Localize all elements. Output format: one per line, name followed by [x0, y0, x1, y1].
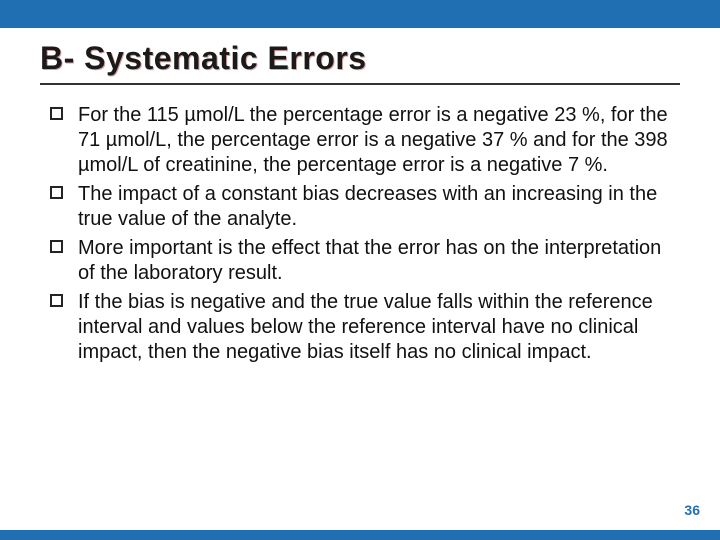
slide-content: B- Systematic Errors For the 115 µmol/L …	[0, 28, 720, 365]
square-bullet-icon	[50, 186, 63, 199]
square-bullet-icon	[50, 240, 63, 253]
list-item: If the bias is negative and the true val…	[50, 290, 680, 365]
bullet-text: If the bias is negative and the true val…	[78, 291, 653, 363]
square-bullet-icon	[50, 294, 63, 307]
bullet-text: The impact of a constant bias decreases …	[78, 183, 657, 230]
list-item: For the 115 µmol/L the percentage error …	[50, 103, 680, 178]
bottom-accent-bar	[0, 530, 720, 540]
page-number: 36	[684, 502, 700, 518]
list-item: The impact of a constant bias decreases …	[50, 182, 680, 232]
slide-title: B- Systematic Errors	[40, 40, 680, 85]
bullet-list: For the 115 µmol/L the percentage error …	[40, 103, 680, 365]
bullet-text: More important is the effect that the er…	[78, 237, 661, 284]
square-bullet-icon	[50, 107, 63, 120]
list-item: More important is the effect that the er…	[50, 236, 680, 286]
top-accent-bar	[0, 0, 720, 28]
bullet-text: For the 115 µmol/L the percentage error …	[78, 104, 668, 176]
